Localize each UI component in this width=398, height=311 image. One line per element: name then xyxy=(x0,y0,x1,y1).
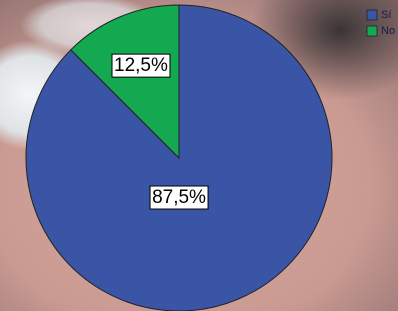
legend-label: Sí xyxy=(381,9,391,21)
legend-swatch xyxy=(367,26,377,36)
pie: 87,5% 12,5% xyxy=(26,5,332,311)
data-label: 87,5% xyxy=(152,187,206,208)
data-label: 12,5% xyxy=(114,55,168,76)
legend-label: No xyxy=(381,25,395,37)
chart: 87,5% 12,5% Sí No xyxy=(0,0,398,311)
legend-swatch xyxy=(367,10,377,20)
